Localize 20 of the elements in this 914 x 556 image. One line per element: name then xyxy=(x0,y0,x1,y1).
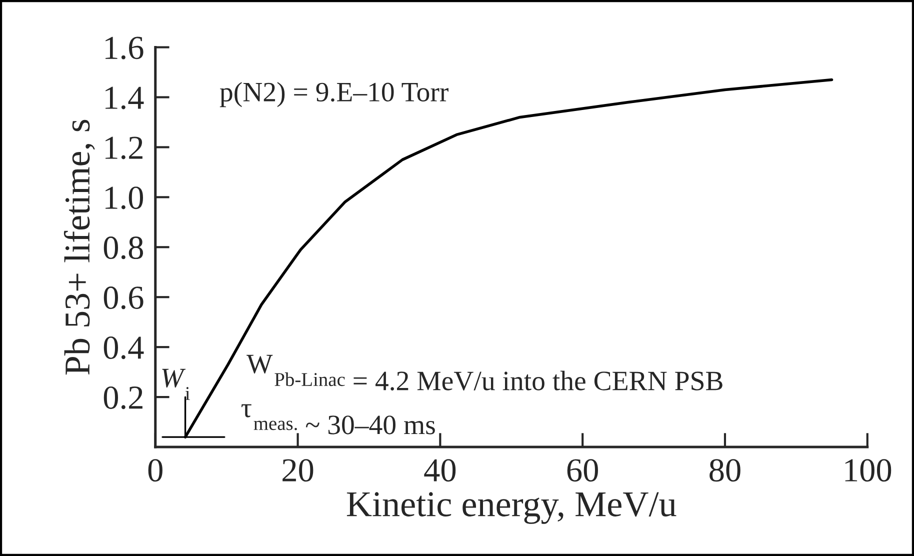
annotation: Wi xyxy=(162,368,190,400)
annotation: p(N2) = 9.E–10 Torr xyxy=(220,82,448,108)
y-axis-title: Pb 53+ lifetime, s xyxy=(64,120,95,375)
x-tick-label: 20 xyxy=(282,459,314,482)
x-tick-label: 60 xyxy=(567,459,598,482)
x-axis-title: Kinetic energy, MeV/u xyxy=(346,492,676,524)
y-tick-label: 0.4 xyxy=(104,336,144,360)
x-tick-label: 0 xyxy=(148,459,162,482)
y-tick-label: 1.6 xyxy=(106,36,144,60)
y-tick-label: 0.6 xyxy=(104,286,144,310)
x-tick-label: 40 xyxy=(424,459,456,482)
y-tick-label: 0.2 xyxy=(104,386,142,410)
y-tick-label: 0.8 xyxy=(104,236,143,260)
annotation: τmeas. ~ 30–40 ms xyxy=(241,404,435,434)
y-tick-label: 1.4 xyxy=(106,86,144,110)
y-tick-label: 1.2 xyxy=(106,136,142,160)
x-tick-label: 100 xyxy=(845,459,892,482)
y-tick-label: 1.0 xyxy=(106,186,143,210)
x-tick-label: 80 xyxy=(710,459,740,482)
annotation: WPb-Linac = 4.2 MeV/u into the CERN PSB xyxy=(246,354,722,390)
